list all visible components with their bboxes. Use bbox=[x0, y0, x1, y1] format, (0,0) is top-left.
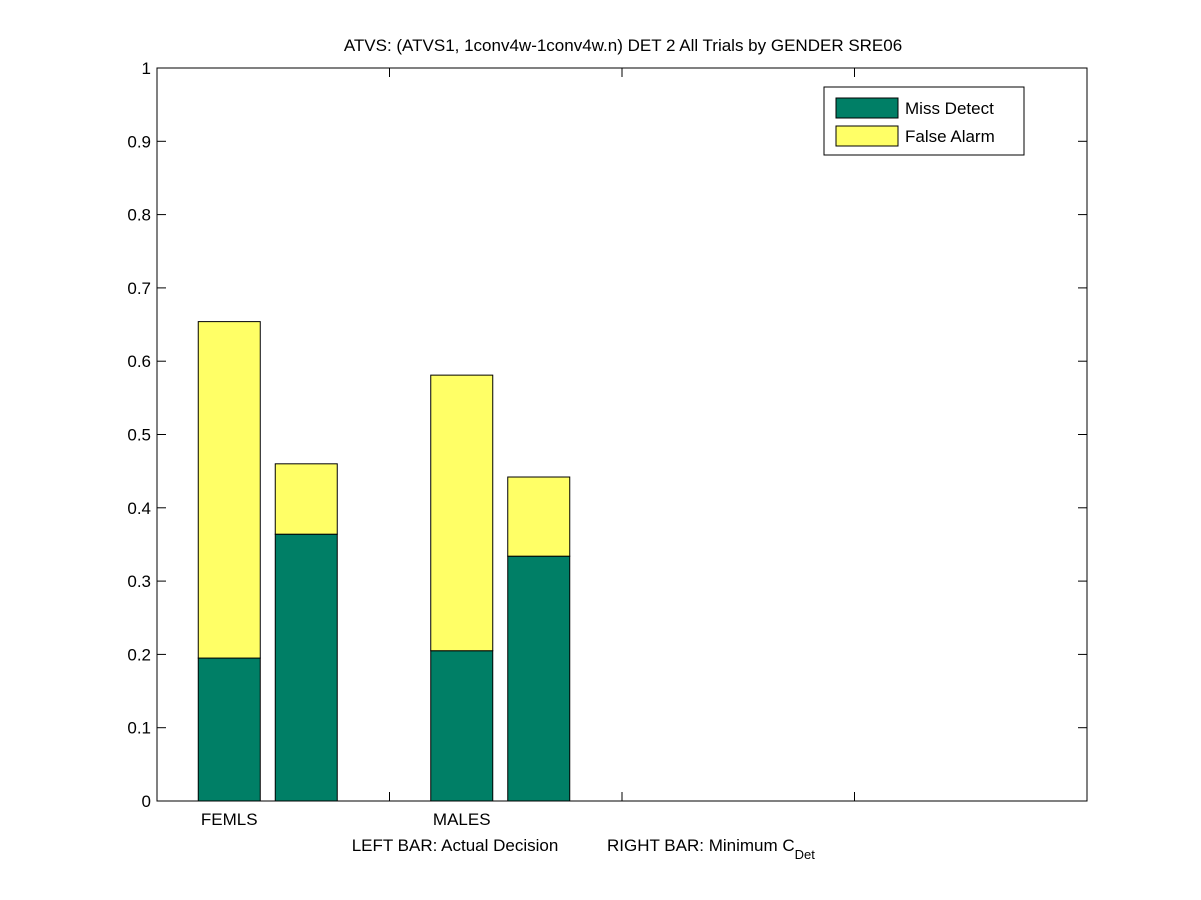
y-tick-label: 0.1 bbox=[127, 719, 151, 738]
y-axis: 0 0.1 0.2 0.3 0.4 0.5 0.6 0.7 0.8 0.9 1 bbox=[127, 59, 1087, 811]
y-tick-label: 0.4 bbox=[127, 499, 151, 518]
bar-false-alarm bbox=[507, 476, 571, 557]
y-tick-label: 0.8 bbox=[127, 206, 151, 225]
y-tick-label: 0.5 bbox=[127, 426, 151, 445]
x-axis-label-right: RIGHT BAR: Minimum CDet bbox=[607, 836, 815, 862]
legend-swatch bbox=[835, 97, 899, 119]
bar-miss-detect bbox=[430, 650, 494, 802]
bars-group bbox=[197, 321, 571, 802]
chart-title: ATVS: (ATVS1, 1conv4w-1conv4w.n) DET 2 A… bbox=[344, 36, 902, 55]
bar-miss-detect bbox=[197, 657, 261, 802]
y-tick-label: 0.2 bbox=[127, 645, 151, 664]
bar-miss-detect bbox=[507, 555, 571, 802]
x-axis-label-left: LEFT BAR: Actual Decision bbox=[352, 836, 559, 855]
bar-false-alarm bbox=[274, 463, 338, 535]
x-axis: FEMLS MALES bbox=[201, 68, 855, 829]
bar-miss-detect bbox=[274, 533, 338, 802]
bar-false-alarm bbox=[430, 374, 494, 652]
y-tick-label: 1 bbox=[142, 59, 151, 78]
y-tick-label: 0.6 bbox=[127, 352, 151, 371]
legend: Miss Detect False Alarm bbox=[823, 86, 1025, 156]
y-tick-label: 0.7 bbox=[127, 279, 151, 298]
x-axis-label-right-subscript: Det bbox=[795, 847, 816, 862]
y-tick-label: 0.3 bbox=[127, 572, 151, 591]
y-tick-label: 0.9 bbox=[127, 132, 151, 151]
y-tick-label: 0 bbox=[142, 792, 151, 811]
legend-label: False Alarm bbox=[905, 127, 995, 146]
x-tick-label: FEMLS bbox=[201, 810, 258, 829]
x-axis-label-right-main: RIGHT BAR: Minimum C bbox=[607, 836, 795, 855]
bar-false-alarm bbox=[197, 321, 261, 659]
legend-swatch bbox=[835, 125, 899, 147]
legend-label: Miss Detect bbox=[905, 99, 994, 118]
x-tick-label: MALES bbox=[433, 810, 491, 829]
